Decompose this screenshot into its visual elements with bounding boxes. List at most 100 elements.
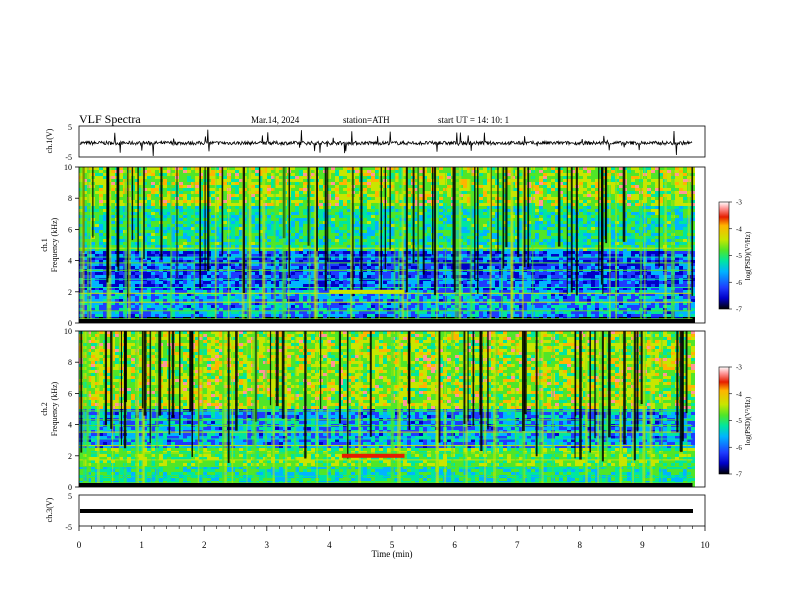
spectral-cell <box>111 191 115 194</box>
spectral-cell <box>195 245 199 248</box>
spectral-cell <box>331 200 335 203</box>
spectral-cell <box>191 209 195 212</box>
spectral-cell <box>375 212 379 215</box>
spectral-cell <box>375 188 379 191</box>
spectral-cell <box>95 242 99 245</box>
spectral-cell <box>135 245 139 248</box>
spectral-cell <box>235 170 239 173</box>
spectral-cell <box>275 176 279 179</box>
spectral-cell <box>323 299 327 302</box>
spectral-cell <box>223 167 227 170</box>
spectral-cell <box>155 191 159 194</box>
spectral-cell <box>239 200 243 203</box>
spectral-cell <box>187 245 191 248</box>
spectral-cell <box>179 200 183 203</box>
spectral-cell <box>99 176 103 179</box>
spectral-cell <box>99 191 103 194</box>
spectral-cell <box>267 188 271 191</box>
spectral-cell <box>319 239 323 242</box>
spectral-cell <box>251 272 255 275</box>
spectral-cell <box>291 188 295 191</box>
spectral-cell <box>355 182 359 185</box>
spectral-cell <box>439 191 443 194</box>
spectral-cell <box>279 185 283 188</box>
spectral-cell <box>331 179 335 182</box>
spectral-cell <box>355 170 359 173</box>
spectral-cell <box>291 263 295 266</box>
spectral-cell <box>155 197 159 200</box>
spectral-cell <box>159 287 163 290</box>
spectral-cell <box>275 248 279 251</box>
spectral-cell <box>251 209 255 212</box>
spectral-cell <box>363 206 367 209</box>
spectral-cell <box>251 212 255 215</box>
spectral-cell <box>447 200 451 203</box>
spectral-cell <box>147 248 151 251</box>
spectral-cell <box>267 230 271 233</box>
spectral-cell <box>135 227 139 230</box>
spectral-cell <box>183 287 187 290</box>
spectral-cell <box>335 305 339 308</box>
spectral-cell <box>223 194 227 197</box>
spectral-cell <box>239 263 243 266</box>
spectral-cell <box>439 227 443 230</box>
spectral-cell <box>151 221 155 224</box>
spectral-cell <box>335 179 339 182</box>
spectral-cell <box>219 290 223 293</box>
spectral-cell <box>271 311 275 314</box>
spectral-cell <box>119 179 123 182</box>
spectral-cell <box>355 284 359 287</box>
spectral-cell <box>155 194 159 197</box>
spectral-cell <box>155 302 159 305</box>
spectral-cell <box>119 188 123 191</box>
spectral-cell <box>235 257 239 260</box>
spectral-cell <box>183 284 187 287</box>
spectral-cell <box>295 230 299 233</box>
spectral-cell <box>279 191 283 194</box>
spectral-cell <box>255 287 259 290</box>
spectral-cell <box>295 245 299 248</box>
spectral-cell <box>331 206 335 209</box>
spectral-cell <box>147 296 151 299</box>
spectral-cell <box>343 230 347 233</box>
spectral-cell <box>159 299 163 302</box>
spectral-cell <box>211 311 215 314</box>
spectral-cell <box>119 251 123 254</box>
spectral-cell <box>83 281 87 284</box>
spectral-cell <box>151 182 155 185</box>
spectral-cell <box>83 203 87 206</box>
spectral-cell <box>179 179 183 182</box>
spectral-cell <box>135 242 139 245</box>
spectral-cell <box>311 191 315 194</box>
spectral-cell <box>231 173 235 176</box>
spectral-cell <box>375 170 379 173</box>
spectral-cell <box>367 281 371 284</box>
spectral-cell <box>439 194 443 197</box>
spectral-cell <box>423 284 427 287</box>
spectral-cell <box>299 242 303 245</box>
spectral-cell <box>111 200 115 203</box>
spectral-cell <box>99 197 103 200</box>
spectral-cell <box>427 299 431 302</box>
spectral-cell <box>187 209 191 212</box>
spectral-cell <box>211 263 215 266</box>
spectral-cell <box>239 299 243 302</box>
spectral-cell <box>171 314 175 317</box>
spectral-cell <box>167 251 171 254</box>
spectral-cell <box>159 275 163 278</box>
spectral-cell <box>255 266 259 269</box>
spectral-cell <box>99 257 103 260</box>
spectral-cell <box>303 290 307 293</box>
spectral-cell <box>223 257 227 260</box>
spectral-cell <box>343 242 347 245</box>
spectral-cell <box>203 305 207 308</box>
spectral-cell <box>235 206 239 209</box>
spectral-cell <box>223 227 227 230</box>
date-label: Mar.14, 2024 <box>251 115 300 125</box>
spectral-cell <box>255 230 259 233</box>
spectral-cell <box>363 179 367 182</box>
spectral-cell <box>99 182 103 185</box>
spectral-cell <box>319 176 323 179</box>
spectral-cell <box>291 176 295 179</box>
spectral-cell <box>103 239 107 242</box>
